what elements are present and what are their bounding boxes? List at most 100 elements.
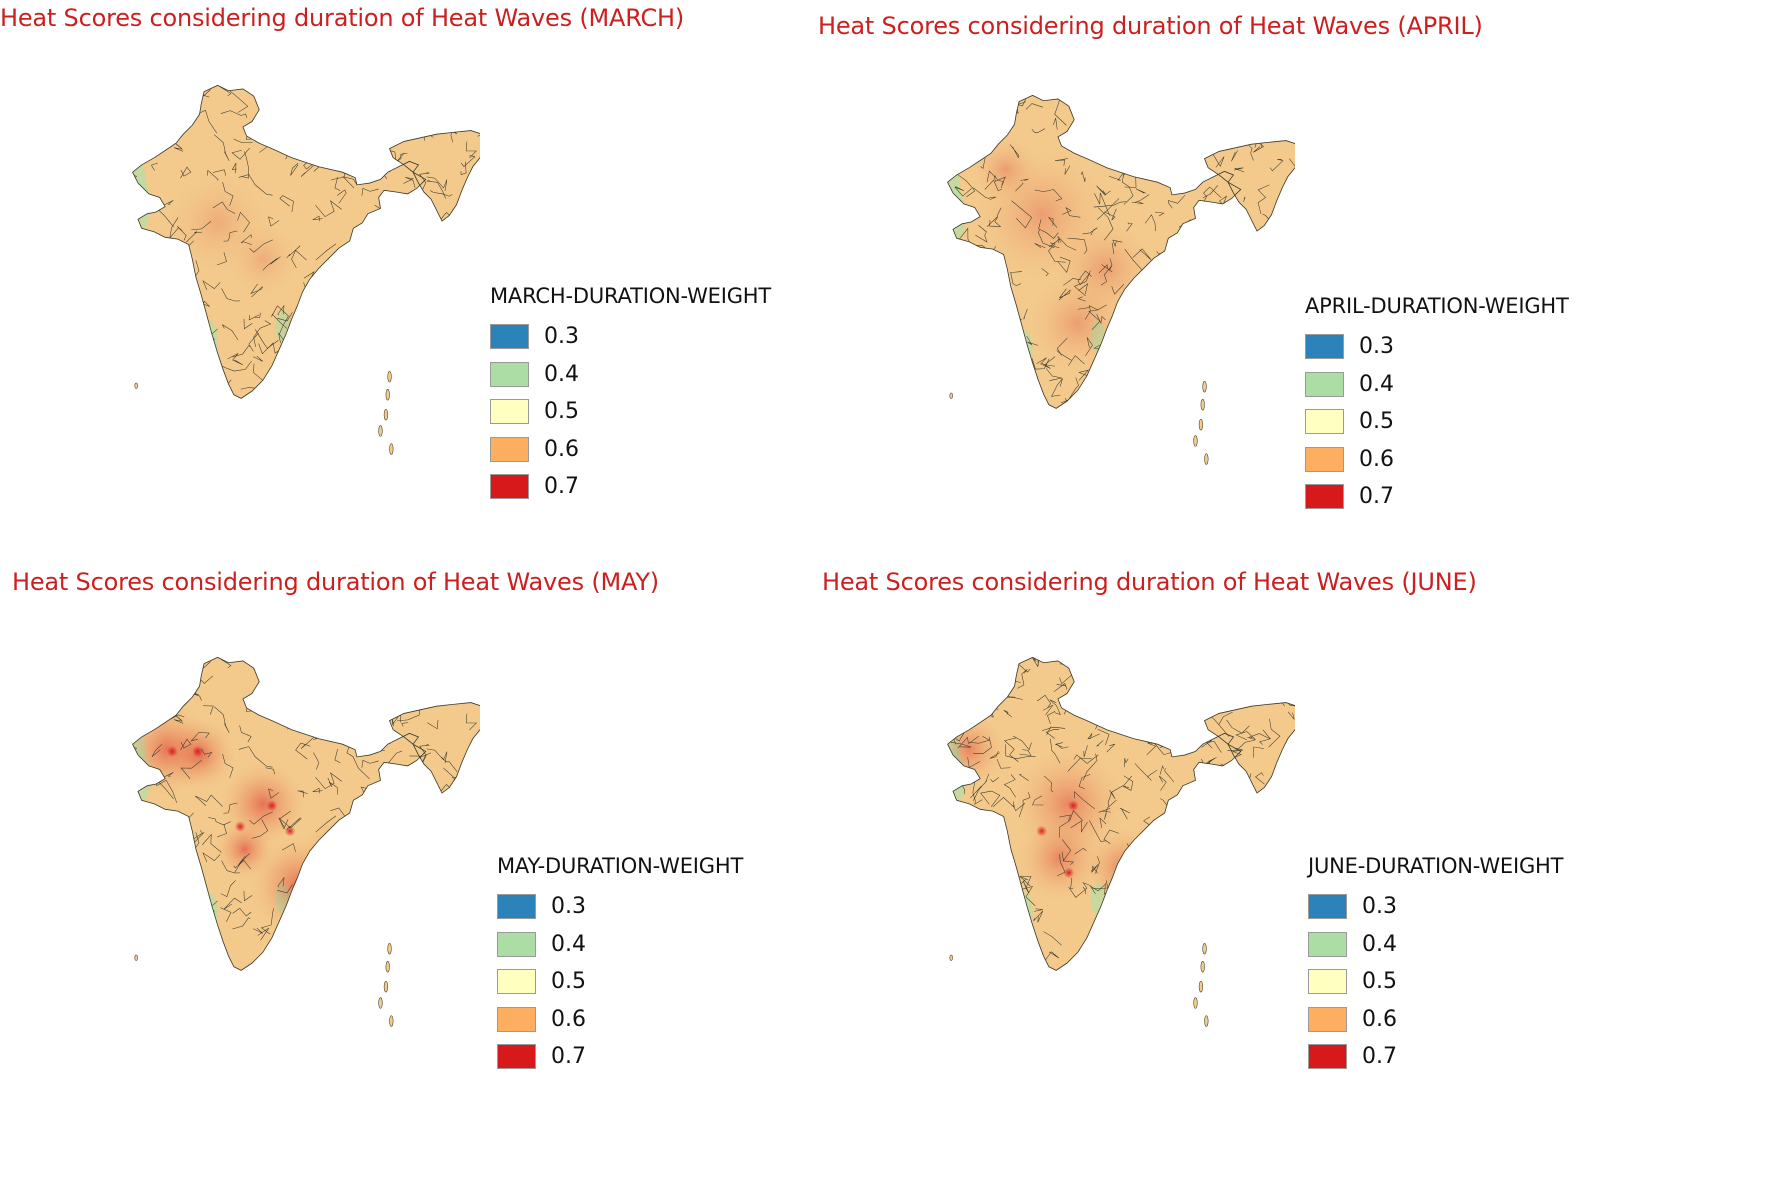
legend-label: 0.7 <box>1359 484 1394 510</box>
heat-zone <box>215 819 275 879</box>
legend-title: APRIL-DURATION-WEIGHT <box>1305 294 1569 318</box>
country-outline <box>132 656 427 971</box>
legend: JUNE-DURATION-WEIGHT 0.3 0.4 0.5 0.6 0.7 <box>1308 854 1563 1076</box>
panel-title: Heat Scores considering duration of Heat… <box>12 568 659 596</box>
legend-item-0-7: 0.7 <box>1308 1038 1563 1076</box>
legend-swatch <box>1305 334 1344 360</box>
island <box>1204 1015 1209 1027</box>
legend-swatch <box>1308 894 1347 920</box>
legend-item-0-7: 0.7 <box>490 468 771 506</box>
landmass-northeast <box>389 130 480 222</box>
legend-label: 0.3 <box>1359 334 1394 360</box>
legend-swatch <box>1308 1044 1347 1070</box>
panel-may: Heat Scores considering duration of Heat… <box>0 568 885 1183</box>
heat-hotspot <box>1036 825 1048 837</box>
legend-item-0-3: 0.3 <box>497 888 743 926</box>
legend-item-0-5: 0.5 <box>1308 963 1563 1001</box>
legend-item-0-7: 0.7 <box>1305 478 1569 516</box>
legend-swatch <box>1305 484 1344 510</box>
heat-hotspot <box>344 869 356 880</box>
country-outline <box>947 94 1242 409</box>
heat-zone <box>947 713 1006 786</box>
legend-swatch <box>490 399 529 425</box>
heat-hotspot <box>1067 800 1079 812</box>
country-outline <box>389 130 480 222</box>
panel-april: Heat Scores considering duration of Heat… <box>818 0 1770 591</box>
legend-item-0-3: 0.3 <box>490 318 771 356</box>
legend-items: 0.3 0.4 0.5 0.6 0.7 <box>490 318 771 506</box>
legend-label: 0.6 <box>544 436 579 462</box>
low-score-area <box>199 320 218 361</box>
island <box>385 389 390 401</box>
panel-title: Heat Scores considering duration of Heat… <box>822 568 1477 596</box>
legend-label: 0.5 <box>1359 409 1394 435</box>
heat-hotspot <box>192 746 204 757</box>
heat-zone <box>269 302 329 361</box>
legend-title: MAY-DURATION-WEIGHT <box>497 854 744 878</box>
legend-items: 0.3 0.4 0.5 0.6 0.7 <box>1308 888 1563 1076</box>
country-outline <box>947 656 1242 971</box>
landmass-northeast <box>1204 140 1295 232</box>
legend-label: 0.3 <box>1362 894 1397 920</box>
island <box>389 1015 394 1027</box>
panel-title: Heat Scores considering duration of Heat… <box>818 12 1483 40</box>
heat-hotspot <box>284 825 296 837</box>
legend-item-0-5: 0.5 <box>497 963 743 1001</box>
heat-hotspot <box>234 821 246 832</box>
island <box>1204 453 1209 465</box>
legend-swatch <box>497 1044 536 1070</box>
legend-title: JUNE-DURATION-WEIGHT <box>1308 854 1564 878</box>
heat-zone <box>227 223 299 295</box>
legend-swatch <box>1308 1006 1347 1032</box>
legend-swatch <box>497 894 536 920</box>
india-district-map <box>132 656 480 1027</box>
legend-swatch <box>497 969 536 995</box>
legend-item-0-6: 0.6 <box>1305 441 1569 479</box>
legend-swatch <box>490 361 529 387</box>
legend-swatch <box>497 1006 536 1032</box>
low-score-area <box>132 157 146 198</box>
heat-hotspot <box>166 746 178 757</box>
legend-label: 0.7 <box>1362 1044 1397 1070</box>
legend-swatch <box>1308 931 1347 957</box>
legend-label: 0.4 <box>544 361 579 387</box>
island <box>1202 942 1207 955</box>
legend-item-0-4: 0.4 <box>1308 926 1563 964</box>
legend-label: 0.6 <box>1362 1006 1397 1032</box>
legend-items: 0.3 0.4 0.5 0.6 0.7 <box>1305 328 1569 516</box>
legend-label: 0.4 <box>551 931 586 957</box>
legend-swatch <box>1305 371 1344 397</box>
low-score-area <box>1014 330 1033 371</box>
island <box>387 370 392 383</box>
legend-label: 0.6 <box>1359 446 1394 472</box>
legend-label: 0.7 <box>544 474 579 500</box>
india-district-map <box>947 94 1295 465</box>
legend: APRIL-DURATION-WEIGHT 0.3 0.4 0.5 0.6 0.7 <box>1305 294 1569 516</box>
island <box>1198 980 1203 993</box>
landmass-northeast <box>1204 702 1295 794</box>
legend-swatch <box>1305 409 1344 435</box>
heat-zone <box>972 136 1039 203</box>
legend-item-0-5: 0.5 <box>1305 403 1569 441</box>
heat-hotspot <box>1063 867 1075 879</box>
island <box>387 942 392 955</box>
legend-swatch <box>490 474 529 500</box>
country-outline <box>132 84 427 399</box>
island <box>1200 961 1205 973</box>
heat-hotspot <box>266 800 278 812</box>
legend: MAY-DURATION-WEIGHT 0.3 0.4 0.5 0.6 0.7 <box>497 854 743 1076</box>
country-outline <box>389 702 480 794</box>
island <box>385 961 390 973</box>
landmass-northeast <box>389 702 480 794</box>
legend-item-0-4: 0.4 <box>1305 366 1569 404</box>
legend-item-0-6: 0.6 <box>1308 1001 1563 1039</box>
panel-title: Heat Scores considering duration of Heat… <box>0 4 685 32</box>
panel-march: Heat Scores considering duration of Heat… <box>0 0 885 591</box>
legend-label: 0.5 <box>544 399 579 425</box>
low-score-area <box>132 176 151 233</box>
country-outline <box>1204 702 1295 794</box>
legend-swatch <box>1308 969 1347 995</box>
island <box>1193 435 1198 447</box>
legend-item-0-3: 0.3 <box>1305 328 1569 366</box>
low-score-area <box>1014 892 1033 933</box>
